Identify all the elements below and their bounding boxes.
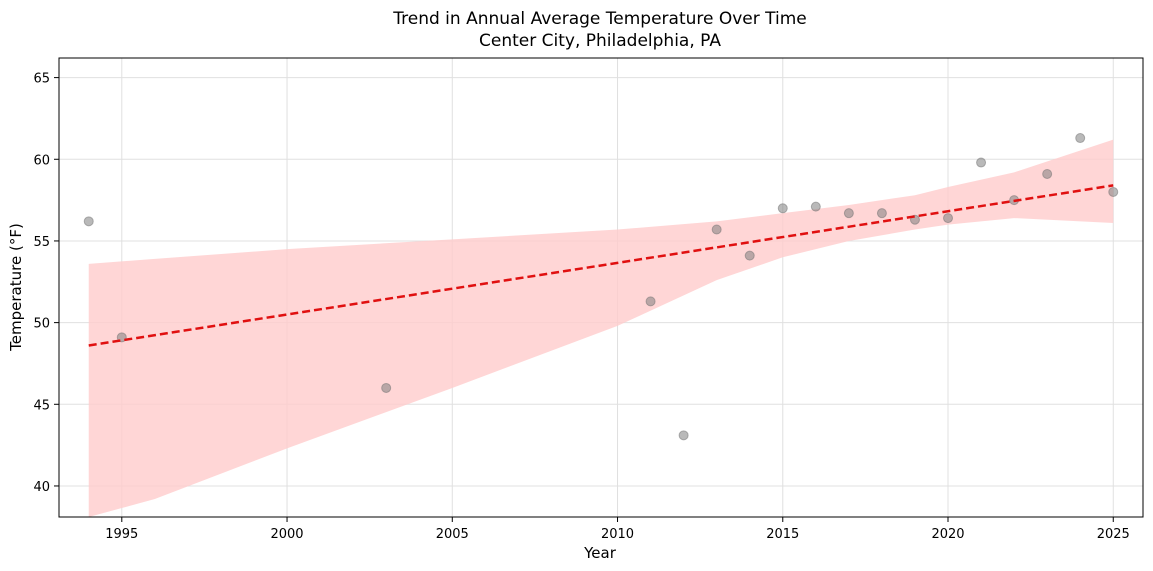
y-tick-label: 45 xyxy=(33,398,50,413)
data-point xyxy=(843,208,854,219)
data-point xyxy=(1075,133,1086,144)
x-tick-label: 2020 xyxy=(931,527,964,542)
confidence-band-layer xyxy=(88,139,1114,517)
x-tick-label: 2005 xyxy=(436,527,469,542)
chart-subtitle: Center City, Philadelphia, PA xyxy=(479,31,721,51)
data-point xyxy=(381,382,392,393)
x-tick-label: 2015 xyxy=(766,527,799,542)
data-point xyxy=(678,430,689,441)
y-tick-label: 40 xyxy=(33,480,50,495)
y-tick-label: 55 xyxy=(33,235,50,250)
y-tick-label: 65 xyxy=(33,72,50,87)
data-point xyxy=(711,224,722,235)
y-tick-label: 50 xyxy=(33,317,50,332)
data-point xyxy=(645,296,656,307)
y-tick-label: 60 xyxy=(33,153,50,168)
trend-line xyxy=(88,184,1114,347)
plot-frame xyxy=(58,57,1144,518)
y-axis-ticks: 40 45 50 55 60 65 xyxy=(33,72,59,495)
x-tick-label: 1995 xyxy=(105,527,138,542)
x-tick-label: 2010 xyxy=(601,527,634,542)
grid xyxy=(59,58,1143,517)
data-point xyxy=(83,216,94,227)
x-tick-label: 2000 xyxy=(270,527,303,542)
data-point xyxy=(1108,186,1119,197)
data-point xyxy=(943,213,954,224)
data-point xyxy=(976,157,987,168)
x-axis-label: Year xyxy=(583,544,617,562)
x-axis-ticks: 1995 2000 2005 2010 2015 2020 2025 xyxy=(105,517,1130,542)
data-point xyxy=(810,201,821,212)
x-tick-label: 2025 xyxy=(1097,527,1130,542)
data-point xyxy=(1042,168,1053,179)
chart-title: Trend in Annual Average Temperature Over… xyxy=(392,9,807,29)
y-axis-label: Temperature (°F) xyxy=(7,223,25,352)
data-point xyxy=(744,250,755,261)
trend-line-layer xyxy=(88,184,1114,347)
scatter-points xyxy=(83,133,1119,441)
data-point xyxy=(876,208,887,219)
confidence-band xyxy=(88,139,1114,517)
data-point xyxy=(777,203,788,214)
